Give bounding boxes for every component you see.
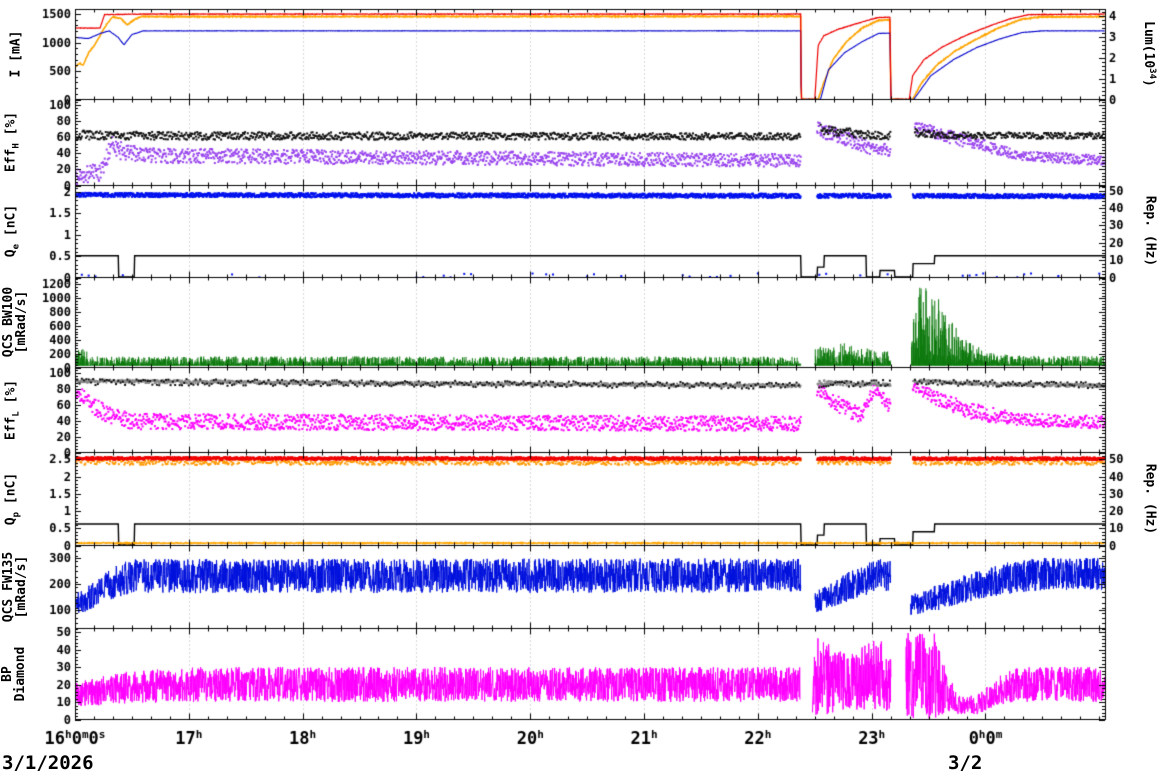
qe-axis-label: Qe [nC]	[3, 204, 22, 258]
date-label-left: 3/1/2026	[2, 752, 94, 774]
rep-rate-axis-label-1: Rep. (Hz)	[1142, 195, 1158, 267]
bp-diamond-axis-label: BP Diamond	[0, 646, 28, 701]
qcs-bw100-axis-label: QCS BW100 [mRad/s]	[1, 286, 29, 358]
rep-rate-axis-label-2: Rep. (Hz)	[1142, 463, 1158, 534]
qp-axis-label: Qp [nC]	[3, 472, 22, 525]
date-label-right: 3/2	[948, 752, 983, 774]
eff-l-axis-label: EffL [%]	[3, 379, 22, 440]
luminosity-axis-label: Lum(1034)	[1140, 21, 1158, 87]
eff-h-axis-label: EffH [%]	[3, 111, 22, 173]
qcs-fw135-axis-label: QCS FW135 [mRad/s]	[1, 551, 29, 622]
current-axis-label: I [mA]	[8, 30, 24, 78]
